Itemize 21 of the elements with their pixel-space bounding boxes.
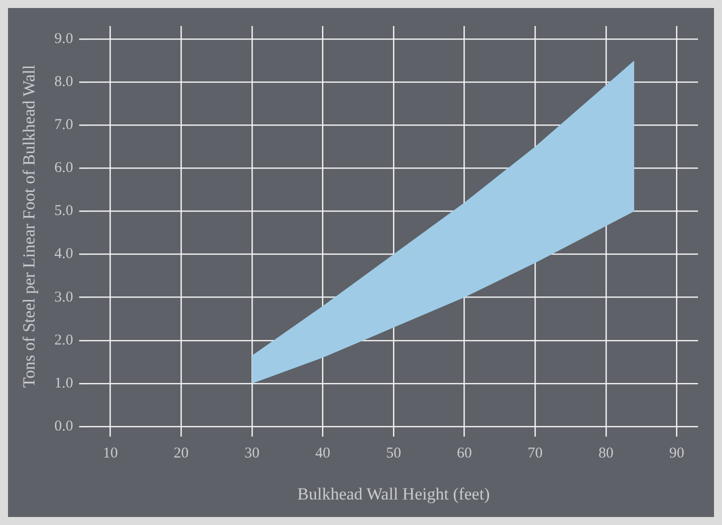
y-tick-label: 3.0 [54,289,74,306]
x-tick-label: 20 [174,446,189,462]
x-tick-label: 50 [386,446,402,462]
x-tick-label: 70 [528,446,543,462]
y-tick-label: 4.0 [54,246,74,262]
y-tick-label: 7.0 [54,117,74,134]
x-tick-label: 90 [669,446,684,462]
x-axis-title: Bulkhead Wall Height (feet) [297,484,490,504]
y-tick-label: 2.0 [54,332,74,348]
y-tick-label: 6.0 [54,160,74,176]
y-tick-label: 8.0 [54,74,74,90]
y-tick-label: 9.0 [54,30,74,47]
x-tick-label: 80 [598,446,614,462]
x-tick-label: 10 [102,446,118,462]
x-tick-label: 40 [315,446,330,462]
x-tick-label: 30 [244,446,260,462]
y-axis-title: Tons of Steel per Linear Foot of Bulkhead Wall [20,64,39,388]
y-tick-label: 5.0 [54,203,74,220]
y-tick-label: 1.0 [54,375,74,392]
x-tick-label: 60 [456,446,472,462]
y-tick-label: 0.0 [54,418,74,435]
